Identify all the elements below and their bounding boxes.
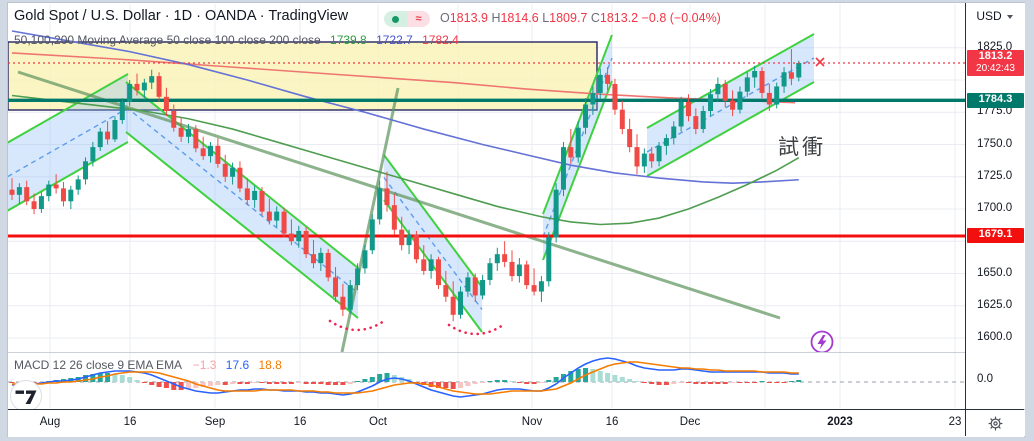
close-label: C — [590, 11, 600, 25]
main-pane[interactable] — [0, 30, 965, 353]
price-axis-label: 1625.0 — [977, 298, 1013, 311]
trendline[interactable] — [17, 70, 781, 320]
time-axis[interactable]: Aug 16 Sep 16 Oct Nov 16 Dec 2023 23 — [8, 409, 1024, 437]
time-axis-label: 23 — [948, 416, 962, 428]
price-axis-label: 1650.0 — [977, 266, 1013, 279]
market-open-dot-icon — [392, 15, 399, 23]
ma-indicator-label: 50,100,200 Moving Average — [14, 33, 164, 47]
market-open-segment — [384, 11, 407, 27]
gear-icon[interactable] — [988, 416, 1003, 431]
currency-label: USD — [976, 9, 1002, 23]
time-axis-label: Dec — [679, 416, 701, 428]
macd-line — [11, 357, 799, 398]
channel-lower-line[interactable] — [0, 141, 129, 215]
channel-upper-line[interactable] — [0, 73, 129, 147]
channel-lower-line[interactable] — [646, 81, 815, 177]
channel-fill — [8, 74, 128, 211]
macd-legend-row[interactable]: MACD 12 26 close 9 EMA EMA −1.3 17.6 18.… — [14, 358, 282, 372]
macd-signal-value: 18.8 — [258, 358, 282, 372]
price-axis-label: 1700.0 — [977, 202, 1013, 215]
channel-upper-line[interactable] — [646, 33, 815, 129]
ohlc-readout: O1813.9 H1814.6 L1809.7 C1813.2 −0.8 (−0… — [440, 11, 721, 25]
time-axis-label: 16 — [123, 416, 137, 428]
ma-params: 50 close 100 close 200 close — [166, 33, 321, 47]
time-axis-label: Sep — [204, 416, 226, 428]
pane-separator[interactable] — [8, 352, 1024, 353]
tradingview-logo-watermark — [10, 380, 42, 412]
lightning-icon[interactable] — [810, 330, 834, 353]
delayed-data-icon: ≈ — [407, 11, 430, 27]
price-axis[interactable]: 1825.0 1775.0 1750.0 1725.0 1700.0 1650.0 1625… — [965, 3, 1025, 409]
macd-hist-value: −1.3 — [192, 358, 217, 372]
macd-pane[interactable] — [8, 357, 965, 398]
channel-upper-line[interactable] — [383, 154, 483, 288]
macd-signal-line — [12, 361, 799, 395]
market-status-pill[interactable]: ≈ — [384, 11, 430, 27]
cross-marker-icon[interactable] — [815, 57, 825, 67]
channel-lower-line[interactable] — [125, 131, 359, 319]
chevron-down-icon — [1006, 15, 1013, 19]
dotted-arc-annotation[interactable] — [447, 323, 505, 336]
macd-indicator-label: MACD 12 26 close 9 EMA EMA — [14, 358, 182, 372]
ma100-line[interactable] — [11, 30, 799, 185]
ma-legend-row[interactable]: 50,100,200 Moving Average 50 close 100 c… — [14, 33, 459, 47]
price-axis-label: 1600.0 — [977, 331, 1013, 344]
ma200-value: 1782.4 — [422, 33, 459, 47]
high-value: 1814.6 — [500, 11, 539, 25]
high-label: H — [491, 11, 501, 25]
dotted-arc-annotation[interactable] — [328, 319, 386, 332]
close-value: 1813.2 — [599, 11, 639, 25]
price-axis-label: 1750.0 — [977, 137, 1013, 150]
open-label: O — [440, 11, 450, 25]
current-price-badge[interactable]: 1813.2 20:42:43 — [967, 50, 1024, 76]
time-axis-label: 16 — [293, 416, 307, 428]
symbol-title[interactable]: Gold Spot / U.S. Dollar · 1D · OANDA · T… — [14, 8, 349, 24]
axis-settings-cell[interactable] — [965, 410, 1025, 436]
red-level-badge[interactable]: 1679.1 — [967, 228, 1024, 244]
time-axis-label: 16 — [605, 416, 619, 428]
change-value: −0.8 (−0.04%) — [641, 11, 721, 25]
channel-upper-line[interactable] — [542, 34, 613, 215]
price-axis-label: 1825.0 — [977, 40, 1013, 53]
open-value: 1813.9 — [449, 11, 488, 25]
low-label: L — [542, 11, 550, 25]
candles-layer — [9, 49, 802, 322]
time-axis-label: Aug — [39, 416, 61, 428]
price-axis-label: 1725.0 — [977, 169, 1013, 182]
macd-zero-axis-label: 0.0 — [977, 373, 993, 385]
symbol-legend-row: Gold Spot / U.S. Dollar · 1D · OANDA · T… — [14, 8, 348, 24]
teal-level-badge[interactable]: 1784.3 — [967, 92, 1024, 108]
macd-line-value: 17.6 — [225, 358, 250, 372]
ma100-value: 1722.7 — [376, 33, 413, 47]
price-axis-label: 1775.0 — [977, 105, 1013, 118]
time-axis-label: 2023 — [827, 416, 853, 428]
text-annotation[interactable]: 試衝 — [778, 135, 826, 159]
channel-median-line — [8, 107, 129, 178]
time-axis-label: Nov — [521, 416, 543, 428]
ma50-value: 1739.8 — [330, 33, 367, 47]
low-value: 1809.7 — [549, 11, 588, 25]
time-axis-label: Oct — [369, 416, 387, 428]
currency-dropdown[interactable]: USD — [966, 9, 1023, 23]
